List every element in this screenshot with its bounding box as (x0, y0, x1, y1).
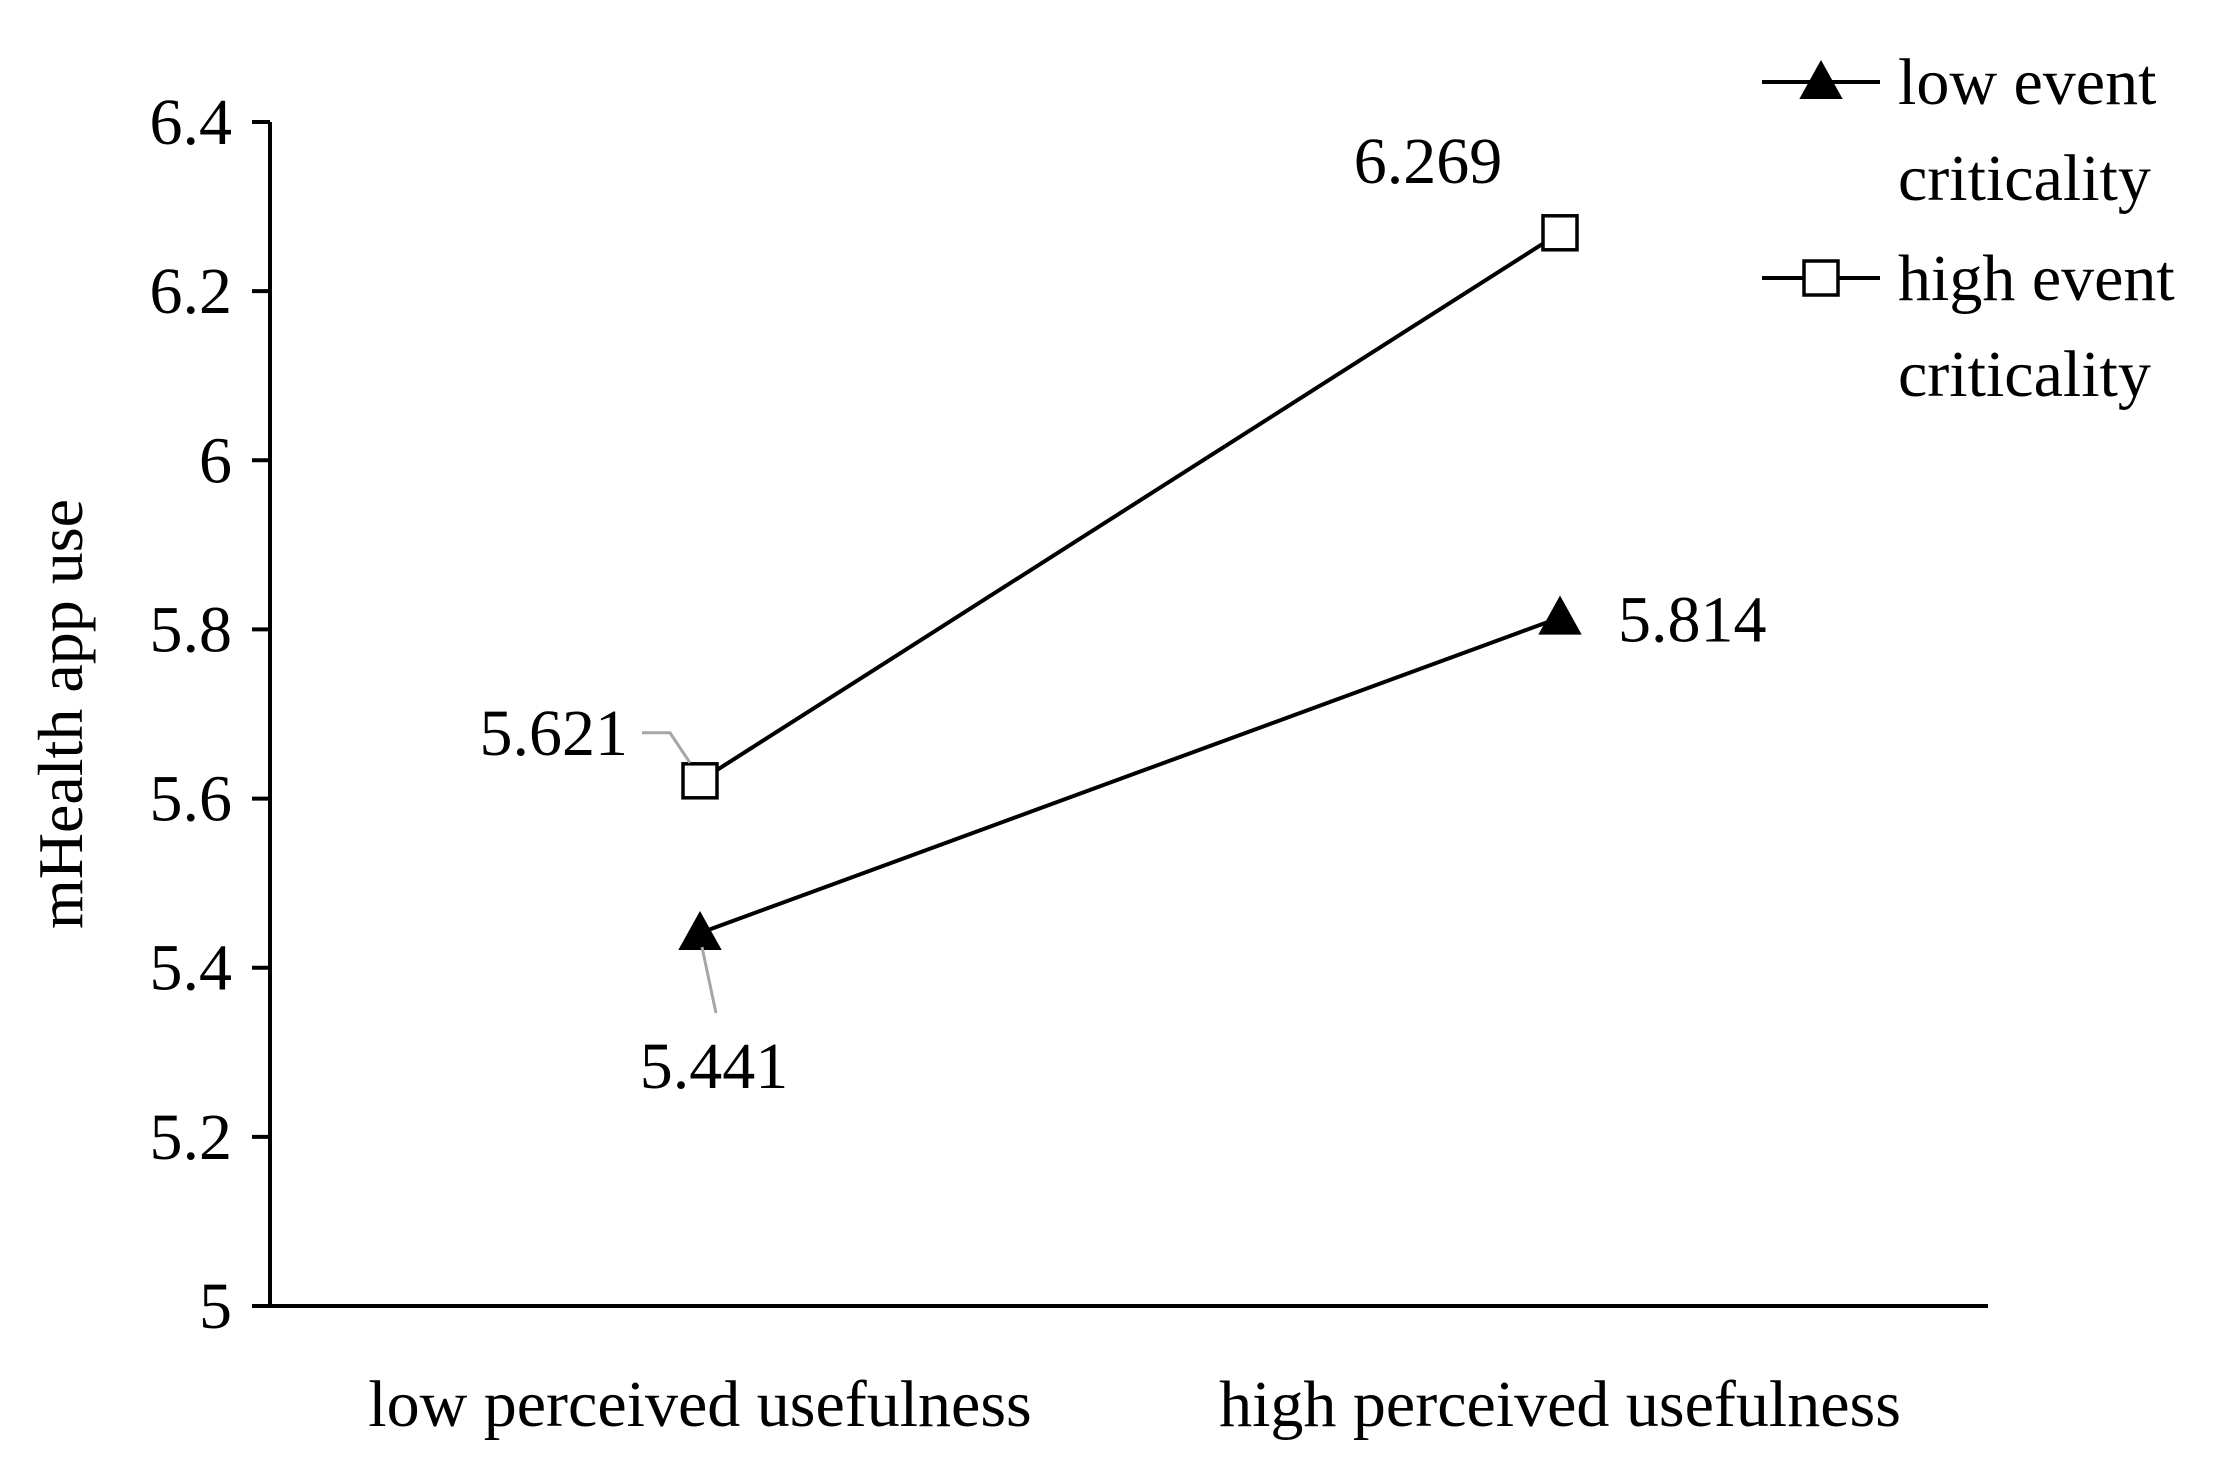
y-tick-label: 6.4 (150, 86, 233, 159)
x-category-label: high perceived usefulness (1219, 1368, 1901, 1441)
series-line-high-criticality (698, 231, 1562, 783)
legend-item: high event criticality (1762, 242, 2175, 411)
legend: low event criticality high event criticalit… (1762, 46, 2175, 411)
x-category-label: low perceived usefulness (368, 1368, 1031, 1441)
y-tick-label: 5.4 (150, 932, 233, 1005)
triangle-marker (1799, 59, 1843, 99)
legend-label: criticality (1898, 338, 2151, 411)
plot-area: 5 5.2 5.4 5.6 5.8 6 6.2 6.4 low perceived usefu… (25, 86, 1988, 1441)
data-label: 6.269 (1354, 125, 1503, 198)
square-marker (1802, 259, 1840, 297)
triangle-marker (678, 910, 722, 951)
square-marker (1541, 214, 1579, 252)
triangle-marker (1538, 595, 1582, 635)
leader-line (700, 946, 718, 1014)
legend-label: low event (1898, 46, 2156, 119)
series-layer (678, 214, 1582, 951)
data-label: 5.621 (480, 697, 629, 770)
series-line-low-criticality (699, 615, 1561, 935)
leader-line (642, 731, 692, 764)
y-tick-label: 5.2 (150, 1101, 233, 1174)
legend-item: low event criticality (1762, 46, 2156, 215)
data-labels-layer: 5.441 5.814 5.621 6.269 (480, 125, 1767, 1103)
legend-label: criticality (1898, 142, 2151, 215)
y-axis-ticks: 5 5.2 5.4 5.6 5.8 6 6.2 6.4 (150, 86, 270, 1343)
y-axis-title: mHealth app use (25, 499, 96, 929)
x-axis-labels: low perceived usefulness high perceived u… (368, 1368, 1901, 1441)
y-tick-label: 5.6 (150, 763, 233, 836)
legend-label: high event (1898, 242, 2175, 315)
data-label: 5.814 (1618, 584, 1767, 657)
y-tick-label: 5 (199, 1270, 232, 1343)
y-tick-label: 6 (199, 424, 232, 497)
y-tick-label: 6.2 (150, 255, 233, 328)
data-label: 5.441 (640, 1030, 789, 1103)
y-tick-label: 5.8 (150, 593, 233, 666)
square-marker (681, 762, 719, 800)
